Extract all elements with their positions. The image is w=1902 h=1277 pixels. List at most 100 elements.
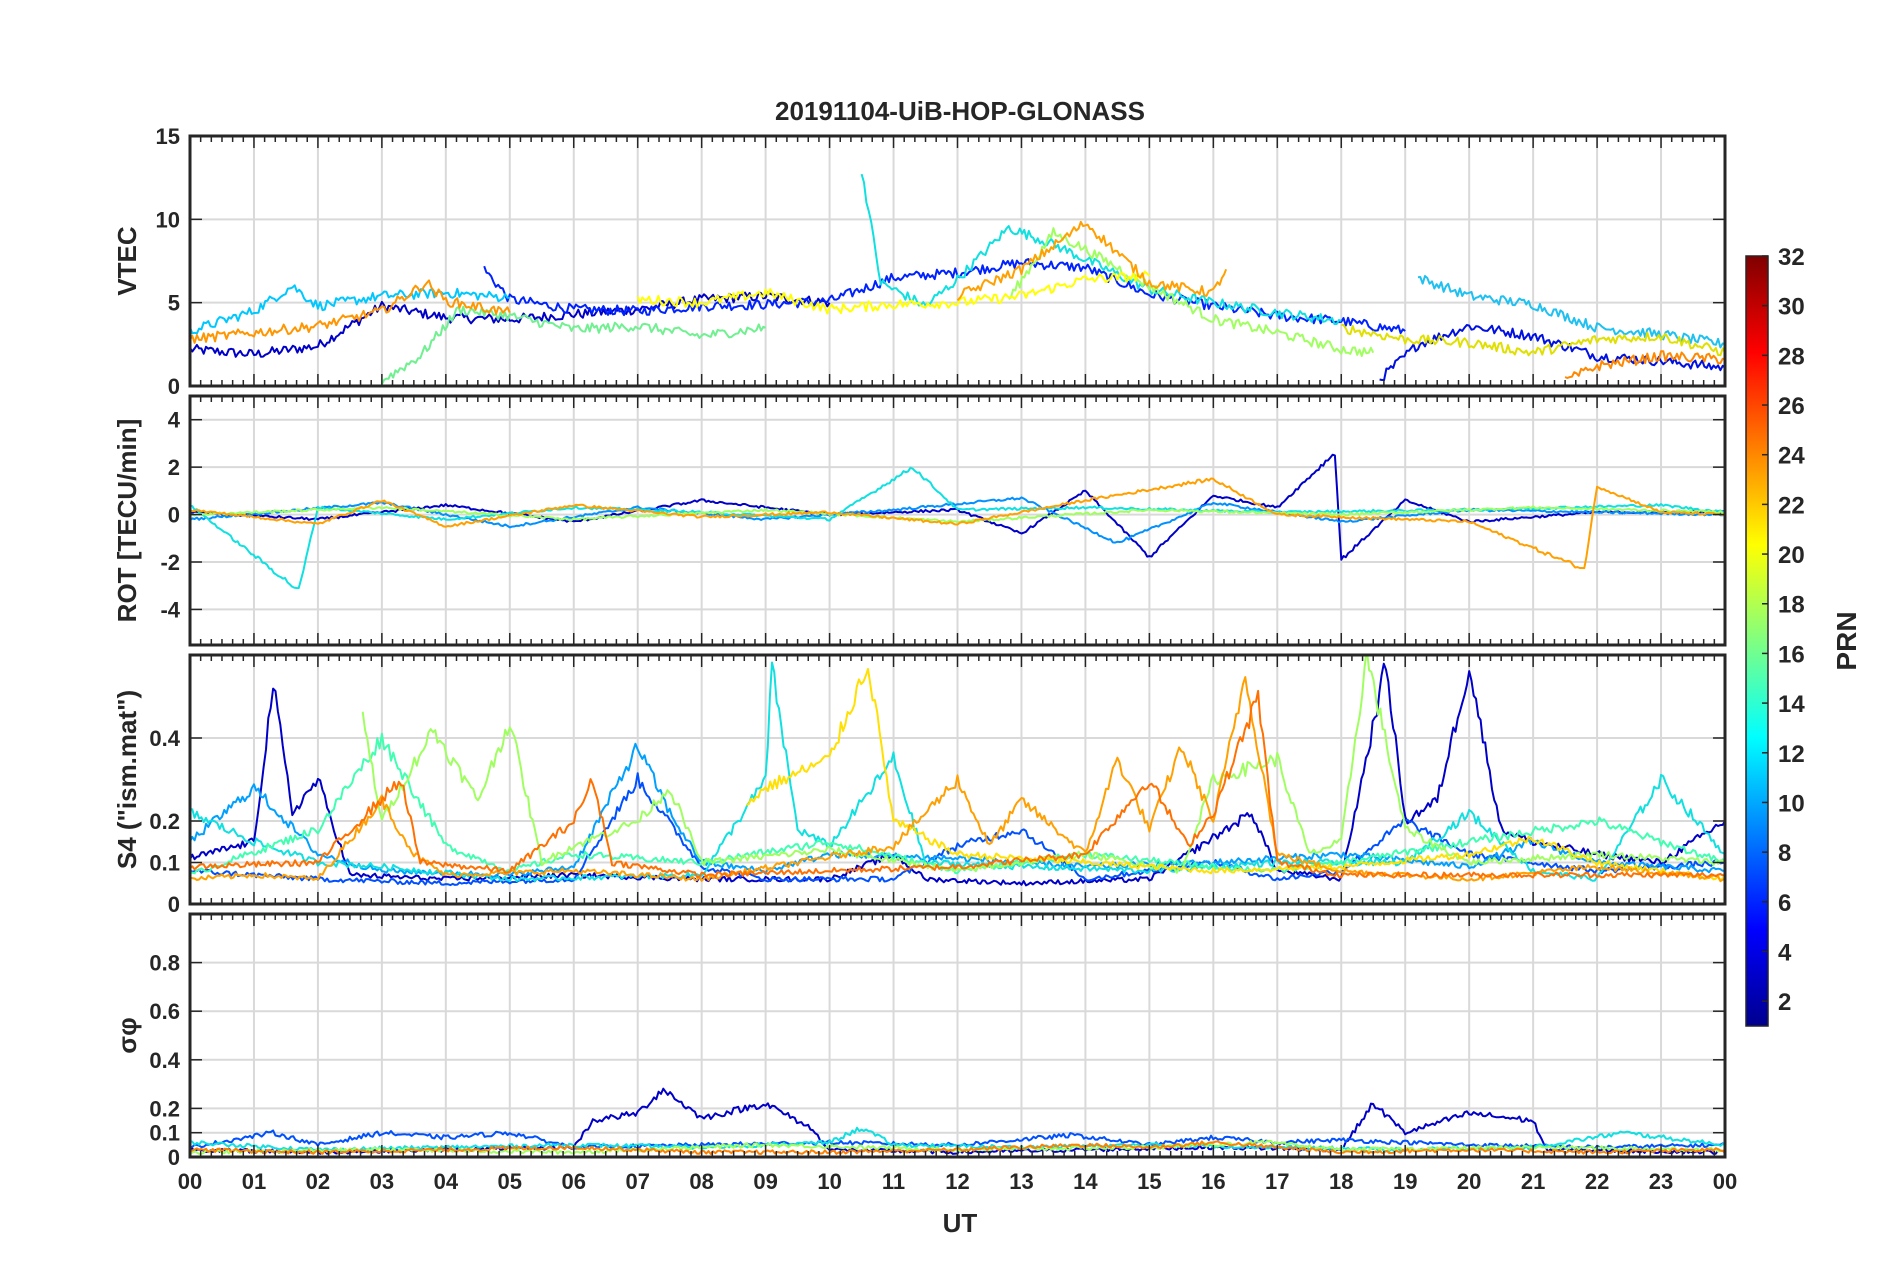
y-tick-label: 5 bbox=[168, 291, 180, 316]
y-tick-label: 2 bbox=[168, 455, 180, 480]
y-tick-label: 4 bbox=[168, 408, 181, 433]
colorbar-tick-label: 2 bbox=[1778, 989, 1791, 1016]
series-line-prn-7 bbox=[190, 772, 1725, 887]
panel-sigma-phi: 00.10.2 0.4 0.6 0.8 σφ bbox=[112, 912, 1727, 1170]
y-axis-label: S4 ("ism.mat") bbox=[112, 690, 142, 869]
y-tick-label: 0.1 bbox=[149, 1121, 180, 1146]
series-line-prn-24 bbox=[190, 689, 1725, 879]
panel-vtec: 0 5 10 15 VTEC bbox=[112, 124, 1727, 399]
panel-frame bbox=[188, 653, 1727, 906]
y-tick-label: 0 bbox=[168, 1145, 180, 1170]
series-line-prn-17 bbox=[361, 655, 1725, 874]
series-line-prn-22 bbox=[190, 676, 1725, 883]
y-tick-label: 10 bbox=[156, 207, 180, 232]
series-line-prn-12 bbox=[1417, 275, 1725, 349]
x-tick-label: 04 bbox=[434, 1169, 459, 1194]
x-tick-label: 16 bbox=[1201, 1169, 1225, 1194]
colorbar-tick-label: 32 bbox=[1778, 244, 1805, 271]
y-tick-label: 0.2 bbox=[149, 809, 180, 834]
x-tick-label: 14 bbox=[1073, 1169, 1098, 1194]
x-tick-label: 06 bbox=[562, 1169, 586, 1194]
series-line-prn-22 bbox=[190, 279, 511, 344]
colorbar-tick-label: 12 bbox=[1778, 741, 1805, 768]
x-tick-label: 10 bbox=[817, 1169, 841, 1194]
y-tick-label: 0.8 bbox=[149, 951, 180, 976]
series-line-prn-17 bbox=[190, 505, 1725, 524]
x-tick-label: 09 bbox=[753, 1169, 777, 1194]
series-line-prn-22 bbox=[190, 477, 1725, 570]
colorbar-gradient bbox=[1745, 255, 1769, 1027]
x-tick-label: 08 bbox=[689, 1169, 713, 1194]
series-group bbox=[190, 453, 1725, 590]
series-group bbox=[190, 655, 1725, 887]
x-tick-label: 19 bbox=[1393, 1169, 1417, 1194]
colorbar-tick-label: 8 bbox=[1778, 840, 1791, 867]
x-tick-label: 23 bbox=[1649, 1169, 1673, 1194]
y-tick-label: 0.4 bbox=[149, 726, 180, 751]
colorbar-tick-label: 30 bbox=[1778, 294, 1805, 321]
y-tick-label: 0.1 bbox=[149, 851, 180, 876]
y-tick-label: 0.6 bbox=[149, 999, 180, 1024]
x-tick-label: 21 bbox=[1521, 1169, 1545, 1194]
colorbar-tick-label: 14 bbox=[1778, 691, 1805, 718]
x-axis-label: UT bbox=[943, 1208, 978, 1238]
series-group bbox=[190, 173, 1725, 385]
series-line-prn-20 bbox=[636, 270, 1151, 315]
x-tick-label: 13 bbox=[1009, 1169, 1033, 1194]
panel-frame bbox=[188, 394, 1727, 647]
x-tick-label: 17 bbox=[1265, 1169, 1289, 1194]
colorbar-tick-label: 10 bbox=[1778, 790, 1805, 817]
x-tick-label: 15 bbox=[1137, 1169, 1161, 1194]
series-line-prn-15 bbox=[190, 732, 1725, 875]
colorbar-tick-label: 28 bbox=[1778, 343, 1805, 370]
colorbar-tick-label: 16 bbox=[1778, 641, 1805, 668]
y-tick-label: 0 bbox=[168, 374, 180, 399]
y-tick-label: 0 bbox=[168, 503, 180, 528]
colorbar-tick-label: 20 bbox=[1778, 542, 1805, 569]
y-axis-label: ROT [TECU/min] bbox=[112, 419, 142, 623]
x-tick-label: 20 bbox=[1457, 1169, 1481, 1194]
y-tick-label: 0.4 bbox=[149, 1048, 180, 1073]
series-line-prn-17 bbox=[1008, 227, 1375, 357]
colorbar-label: PRN bbox=[1831, 611, 1862, 670]
panel-rot: -4 -2 0 2 4 ROT [TECU/min] bbox=[112, 394, 1727, 647]
x-tick-label: 22 bbox=[1585, 1169, 1609, 1194]
figure-title: 20191104-UiB-HOP-GLONASS bbox=[775, 96, 1145, 126]
series-line-prn-13 bbox=[190, 466, 1725, 590]
colorbar-tick-label: 22 bbox=[1778, 492, 1805, 519]
series-line-prn-19 bbox=[1341, 323, 1725, 357]
series-line-prn-23 bbox=[1564, 350, 1725, 379]
series-line-prn-2 bbox=[190, 662, 1725, 887]
series-line-prn-13 bbox=[860, 173, 1342, 325]
x-tick-label: 11 bbox=[882, 1169, 905, 1194]
x-tick-labels: 00 01 02 03 04 05 06 07 08 09 10 11 12 13 14 15 16 17 18 19… bbox=[178, 1169, 1737, 1194]
panel-frame bbox=[188, 134, 1727, 388]
colorbar-tick-label: 18 bbox=[1778, 592, 1805, 619]
series-line-prn-16 bbox=[381, 305, 766, 385]
y-tick-label: 15 bbox=[156, 124, 180, 149]
y-tick-label: 0.2 bbox=[149, 1096, 180, 1121]
x-tick-label: 00 bbox=[178, 1169, 202, 1194]
colorbar-tick-label: 4 bbox=[1778, 939, 1792, 966]
x-tick-label: 01 bbox=[242, 1169, 266, 1194]
panel-frame bbox=[188, 912, 1727, 1159]
x-tick-label: 07 bbox=[625, 1169, 649, 1194]
y-axis-label: VTEC bbox=[112, 226, 142, 296]
series-line-prn-13 bbox=[190, 661, 1725, 882]
x-tick-label: 05 bbox=[498, 1169, 522, 1194]
colorbar-tick-label: 26 bbox=[1778, 393, 1805, 420]
y-axis-label: σφ bbox=[112, 1017, 142, 1053]
x-ticks bbox=[189, 396, 1726, 645]
panel-s4: 0 0.1 0.2 0.4 S4 ("ism.mat") bbox=[112, 653, 1727, 917]
series-line-prn-20 bbox=[746, 668, 1725, 882]
colorbar-tick-label: 24 bbox=[1778, 443, 1805, 470]
series-line-prn-3 bbox=[1379, 324, 1725, 381]
x-tick-label: 02 bbox=[306, 1169, 330, 1194]
y-tick-label: 0 bbox=[168, 892, 180, 917]
x-tick-label: 03 bbox=[370, 1169, 394, 1194]
